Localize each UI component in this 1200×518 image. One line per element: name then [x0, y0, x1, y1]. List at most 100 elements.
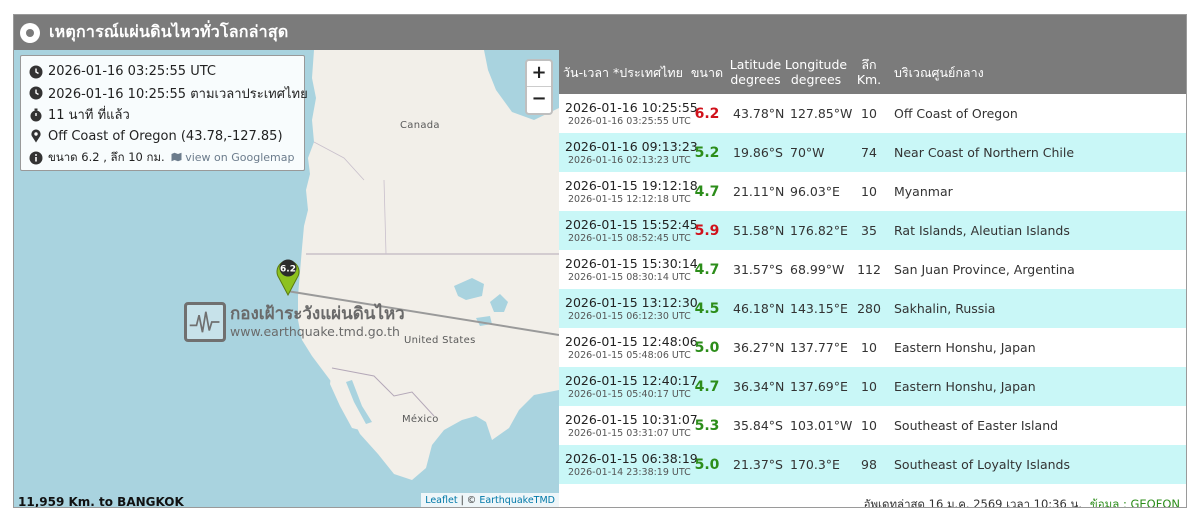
utc-time: 2026-01-15 05:48:06 UTC — [568, 350, 691, 361]
cell-latitude: 21.37°S — [733, 457, 783, 472]
info-icon — [29, 151, 43, 165]
local-time: 2026-01-15 15:30:14 — [565, 256, 698, 271]
earthquake-widget: เหตุการณ์แผ่นดินไหวทั่วโลกล่าสุด Ca — [13, 14, 1187, 508]
googlemap-link-label[interactable]: view on Googlemap — [185, 151, 295, 165]
cell-magnitude: 4.5 — [694, 300, 720, 317]
table-row[interactable]: 2026-01-16 10:25:55 2026-01-16 03:25:55 U… — [559, 94, 1186, 133]
cell-longitude: 137.69°E — [790, 379, 848, 394]
cell-latitude: 46.18°N — [733, 301, 785, 316]
zoom-in-button[interactable]: + — [527, 61, 551, 87]
info-thai-row: 2026-01-16 10:25:55 ตามเวลาประเทศไทย — [29, 83, 308, 105]
cell-latitude: 51.58°N — [733, 223, 785, 238]
event-info-popup: 2026-01-16 03:25:55 UTC 2026-01-16 10:25… — [20, 55, 308, 171]
local-time: 2026-01-15 06:38:19 — [565, 451, 698, 466]
cell-area: San Juan Province, Argentina — [894, 262, 1075, 277]
header-datetime: วัน-เวลา *ประเทศไทย — [563, 64, 683, 80]
cell-area: Rat Islands, Aleutian Islands — [894, 223, 1070, 238]
cell-area: Off Coast of Oregon — [894, 106, 1018, 121]
cell-magnitude: 5.2 — [694, 144, 720, 161]
cell-area: Sakhalin, Russia — [894, 301, 996, 316]
cell-datetime: 2026-01-15 13:12:30 2026-01-15 06:12:30 U… — [559, 289, 698, 328]
table-row[interactable]: 2026-01-15 12:40:17 2026-01-15 05:40:17 U… — [559, 367, 1186, 406]
watermark-title: กองเฝ้าระวังแผ่นดินไหว — [230, 304, 405, 324]
info-utc-row: 2026-01-16 03:25:55 UTC — [29, 61, 296, 83]
data-source: ข้อมูล : GEOFON — [1089, 497, 1180, 508]
cell-latitude: 36.34°N — [733, 379, 785, 394]
table-row[interactable]: 2026-01-15 15:52:45 2026-01-15 08:52:45 U… — [559, 211, 1186, 250]
cell-longitude: 103.01°W — [790, 418, 853, 433]
cell-longitude: 70°W — [790, 145, 825, 160]
header-magnitude: ขนาด — [690, 64, 724, 80]
tmd-watermark: กองเฝ้าระวังแผ่นดินไหว www.earthquake.tm… — [184, 302, 405, 342]
cell-latitude: 35.84°S — [733, 418, 783, 433]
cell-longitude: 137.77°E — [790, 340, 848, 355]
cell-datetime: 2026-01-16 10:25:55 2026-01-16 03:25:55 U… — [559, 94, 698, 133]
info-elapsed: 11 นาที ที่แล้ว — [48, 108, 130, 124]
googlemap-link[interactable]: view on Googlemap — [171, 151, 295, 165]
map-attribution: Leaflet | © EarthquakeTMD — [421, 493, 559, 507]
utc-time: 2026-01-15 08:30:14 UTC — [568, 272, 691, 283]
utc-time: 2026-01-16 03:25:55 UTC — [568, 116, 691, 127]
table-row[interactable]: 2026-01-16 09:13:23 2026-01-16 02:13:23 U… — [559, 133, 1186, 172]
cell-area: Myanmar — [894, 184, 953, 199]
cell-longitude: 96.03°E — [790, 184, 840, 199]
cell-longitude: 68.99°W — [790, 262, 845, 277]
cell-magnitude: 4.7 — [694, 378, 720, 395]
record-icon — [20, 22, 40, 43]
earthquaketmd-link[interactable]: EarthquakeTMD — [479, 495, 555, 506]
table-row[interactable]: 2026-01-15 19:12:18 2026-01-15 12:12:18 U… — [559, 172, 1186, 211]
utc-time: 2026-01-14 23:38:19 UTC — [568, 467, 691, 478]
cell-area: Near Coast of Northern Chile — [894, 145, 1075, 160]
map-label-usa: United States — [404, 335, 476, 346]
header-area: บริเวณศูนย์กลาง — [894, 64, 984, 80]
earthquake-list: วัน-เวลา *ประเทศไทย ขนาด Latitude degree… — [559, 50, 1186, 508]
cell-depth: 10 — [861, 379, 877, 394]
local-time: 2026-01-15 10:31:07 — [565, 412, 698, 427]
local-time: 2026-01-15 15:52:45 — [565, 217, 698, 232]
local-time: 2026-01-15 19:12:18 — [565, 178, 698, 193]
map-label-canada: Canada — [400, 120, 440, 131]
cell-latitude: 21.11°N — [733, 184, 785, 199]
zoom-control: + − — [525, 59, 553, 115]
widget-header: เหตุการณ์แผ่นดินไหวทั่วโลกล่าสุด — [14, 15, 1186, 50]
cell-latitude: 36.27°N — [733, 340, 785, 355]
cell-datetime: 2026-01-15 12:40:17 2026-01-15 05:40:17 U… — [559, 367, 698, 406]
cell-longitude: 127.85°W — [790, 106, 853, 121]
cell-magnitude: 5.9 — [694, 222, 720, 239]
cell-magnitude: 4.7 — [694, 183, 720, 200]
cell-depth: 10 — [861, 184, 877, 199]
cell-depth: 112 — [857, 262, 881, 277]
cell-datetime: 2026-01-15 19:12:18 2026-01-15 12:12:18 U… — [559, 172, 698, 211]
cell-longitude: 143.15°E — [790, 301, 848, 316]
cell-datetime: 2026-01-15 10:31:07 2026-01-15 03:31:07 U… — [559, 406, 698, 445]
info-magnitude-depth: ขนาด 6.2 , ลึก 10 กม. — [48, 149, 165, 164]
local-time: 2026-01-15 13:12:30 — [565, 295, 698, 310]
map-pin-icon — [31, 129, 41, 143]
table-row[interactable]: 2026-01-15 13:12:30 2026-01-15 06:12:30 U… — [559, 289, 1186, 328]
local-time: 2026-01-15 12:48:06 — [565, 334, 698, 349]
earthquake-map[interactable]: Canada United States México 6.2 กองเฝ้าร… — [14, 50, 559, 507]
info-location-row: Off Coast of Oregon (43.78,-127.85) — [29, 126, 296, 148]
local-time: 2026-01-16 09:13:23 — [565, 139, 698, 154]
cell-datetime: 2026-01-16 09:13:23 2026-01-16 02:13:23 U… — [559, 133, 698, 172]
leaflet-link[interactable]: Leaflet — [425, 495, 458, 506]
cell-area: Southeast of Loyalty Islands — [894, 457, 1070, 472]
cell-longitude: 176.82°E — [790, 223, 848, 238]
clock-icon — [29, 86, 43, 100]
utc-time: 2026-01-16 02:13:23 UTC — [568, 155, 691, 166]
widget-title: เหตุการณ์แผ่นดินไหวทั่วโลกล่าสุด — [49, 22, 289, 41]
cell-magnitude: 5.0 — [694, 456, 720, 473]
table-header-row: วัน-เวลา *ประเทศไทย ขนาด Latitude degree… — [559, 50, 1186, 94]
table-row[interactable]: 2026-01-15 12:48:06 2026-01-15 05:48:06 U… — [559, 328, 1186, 367]
seismograph-icon — [184, 302, 226, 342]
local-time: 2026-01-16 10:25:55 — [565, 100, 698, 115]
table-row[interactable]: 2026-01-15 10:31:07 2026-01-15 03:31:07 U… — [559, 406, 1186, 445]
cell-latitude: 19.86°S — [733, 145, 783, 160]
table-row[interactable]: 2026-01-15 15:30:14 2026-01-15 08:30:14 U… — [559, 250, 1186, 289]
table-row[interactable]: 2026-01-15 06:38:19 2026-01-14 23:38:19 U… — [559, 445, 1186, 484]
zoom-out-button[interactable]: − — [531, 88, 547, 109]
cell-area: Eastern Honshu, Japan — [894, 379, 1036, 394]
earthquake-marker[interactable]: 6.2 — [276, 256, 300, 296]
cell-magnitude: 5.3 — [694, 417, 720, 434]
cell-depth: 10 — [861, 418, 877, 433]
